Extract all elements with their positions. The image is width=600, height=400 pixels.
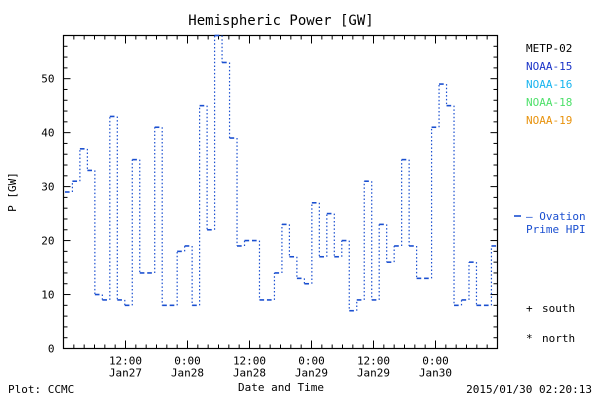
marker-label-north: north	[542, 332, 575, 345]
ovation-legend: — Ovation Prime HPI	[514, 210, 586, 236]
marker-glyph-north: *	[526, 332, 533, 345]
x-tick-date: Jan29	[357, 367, 390, 380]
page-title: Hemispheric Power [GW]	[188, 13, 373, 29]
ovation-prime-hpi-series	[64, 34, 497, 312]
x-tick-time: 12:00	[233, 355, 266, 368]
x-tick-date: Jan28	[233, 367, 266, 380]
marker-glyph-south: +	[526, 302, 533, 315]
y-axis: 0 10 20 30 40 50	[41, 35, 498, 356]
x-tick-time: 0:00	[422, 355, 449, 368]
x-tick-date: Jan29	[295, 367, 328, 380]
legend-item-noaa-15: NOAA-15	[526, 60, 572, 73]
x-axis-label: Date and Time	[238, 381, 324, 394]
y-tick-label: 50	[41, 73, 54, 86]
x-tick-date: Jan28	[171, 367, 204, 380]
timestamp: 2015/01/30 02:20:13	[466, 383, 592, 396]
x-tick-time: 12:00	[357, 355, 390, 368]
x-tick-date: Jan30	[419, 367, 452, 380]
x-axis: 12:00Jan270:00Jan2812:00Jan280:00Jan2912…	[63, 35, 498, 380]
y-tick-label: 20	[41, 235, 54, 248]
marker-label-south: south	[542, 302, 575, 315]
y-axis-label: P [GW]	[6, 172, 19, 212]
x-tick-time: 0:00	[174, 355, 201, 368]
x-tick-time: 12:00	[109, 355, 142, 368]
y-tick-label: 10	[41, 289, 54, 302]
legend-item-noaa-16: NOAA-16	[526, 78, 572, 91]
y-tick-label: 40	[41, 127, 54, 140]
x-tick-time: 0:00	[298, 355, 325, 368]
hemisphere-marker-legend: + south * north	[526, 302, 575, 345]
ovation-legend-line1: — Ovation	[526, 210, 586, 223]
satellite-legend: METP-02 NOAA-15 NOAA-16 NOAA-18 NOAA-19	[526, 42, 572, 127]
plot-credit: Plot: CCMC	[8, 383, 74, 396]
y-tick-label: 30	[41, 181, 54, 194]
legend-item-noaa-18: NOAA-18	[526, 96, 572, 109]
legend-item-noaa-19: NOAA-19	[526, 114, 572, 127]
ovation-legend-line2: Prime HPI	[526, 223, 586, 236]
y-tick-label: 0	[48, 343, 55, 356]
legend-item-metp-02: METP-02	[526, 42, 572, 55]
x-tick-date: Jan27	[109, 367, 142, 380]
